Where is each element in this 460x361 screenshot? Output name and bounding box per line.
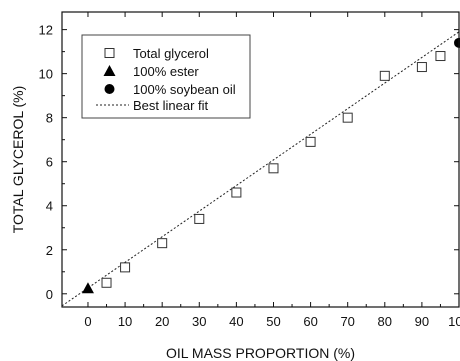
x-tick-label: 70: [340, 314, 354, 329]
data-point-square: [379, 70, 390, 81]
legend-label: Total glycerol: [133, 46, 209, 61]
y-tick-label: 12: [39, 23, 53, 38]
legend-square-icon: [104, 48, 115, 58]
y-tick-label: 0: [46, 287, 53, 302]
legend-label: 100% ester: [133, 64, 199, 79]
x-tick-label: 40: [229, 314, 243, 329]
x-tick-label: 10: [118, 314, 132, 329]
data-point-square: [101, 277, 112, 288]
data-point-square: [268, 163, 279, 174]
data-point-square: [231, 187, 242, 198]
x-tick-label: 80: [378, 314, 392, 329]
legend-triangle-icon: [103, 65, 116, 76]
data-point-square: [157, 238, 168, 249]
x-tick-label: 20: [155, 314, 169, 329]
x-tick-label: 30: [192, 314, 206, 329]
data-point-square: [342, 112, 353, 123]
legend-circle-icon: [104, 84, 115, 94]
data-point-triangle: [81, 282, 94, 294]
data-point-square: [435, 51, 446, 62]
y-tick-label: 8: [46, 111, 53, 126]
data-point-square: [120, 262, 131, 273]
y-tick-label: 4: [46, 199, 53, 214]
x-tick-label: 100: [448, 314, 460, 329]
x-tick-label: 50: [266, 314, 280, 329]
y-tick-label: 10: [39, 67, 53, 82]
y-tick-label: 2: [46, 243, 53, 258]
legend-label: Best linear fit: [133, 98, 209, 113]
x-tick-label: 0: [84, 314, 91, 329]
data-point-square: [194, 213, 205, 224]
y-axis-label: TOTAL GLYCEROL (%): [10, 86, 26, 234]
x-tick-label: 60: [303, 314, 317, 329]
x-tick-label: 90: [415, 314, 429, 329]
data-point-square: [305, 136, 316, 147]
x-axis-label: OIL MASS PROPORTION (%): [166, 345, 355, 361]
best-fit-line: [62, 31, 459, 307]
plot-frame: [61, 11, 460, 308]
legend-label: 100% soybean oil: [133, 82, 236, 97]
data-point-square: [416, 62, 427, 73]
y-tick-label: 6: [46, 155, 53, 170]
